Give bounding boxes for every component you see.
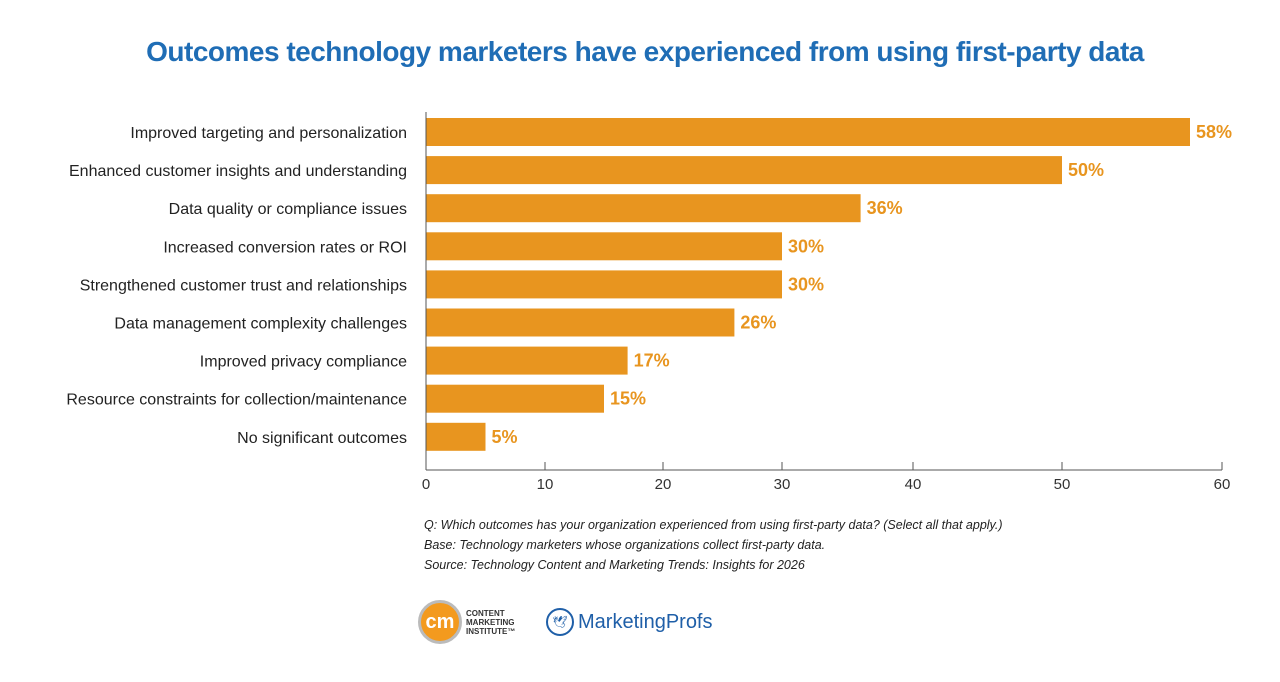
cmi-logo: cm CONTENT MARKETING INSTITUTE™: [418, 600, 526, 644]
data-label: 36%: [867, 198, 903, 218]
data-label: 50%: [1068, 160, 1104, 180]
bar: [426, 346, 628, 375]
bar: [426, 118, 1190, 146]
cmi-logo-text: CONTENT MARKETING INSTITUTE™: [466, 608, 516, 636]
x-tick-label: 60: [1214, 476, 1231, 493]
data-label: 15%: [610, 389, 646, 409]
category-label: Enhanced customer insights and understan…: [69, 163, 407, 180]
category-label: Data management complexity challenges: [114, 316, 407, 333]
x-tick-label: 20: [655, 476, 672, 493]
data-label: 30%: [788, 274, 824, 294]
bar: [426, 384, 604, 413]
bar: [426, 232, 782, 261]
category-label: Strengthened customer trust and relation…: [80, 277, 407, 294]
category-label: Data quality or compliance issues: [169, 201, 407, 218]
chart-title: Outcomes technology marketers have exper…: [146, 36, 1144, 67]
category-label: No significant outcomes: [237, 430, 407, 447]
marketingprofs-logo: 🕊 MarketingProfs: [546, 608, 713, 636]
category-label: Improved privacy compliance: [200, 354, 407, 371]
marketingprofs-logo-text: MarketingProfs: [578, 610, 713, 633]
footnotes: Q: Which outcomes has your organization …: [424, 515, 1003, 575]
source-note: Source: Technology Content and Marketing…: [424, 558, 805, 572]
x-tick-label: 50: [1054, 476, 1071, 493]
base-note: Base: Technology marketers whose organiz…: [424, 538, 826, 552]
bar: [426, 194, 861, 223]
bar: [426, 156, 1062, 185]
logos: cm CONTENT MARKETING INSTITUTE™ 🕊 Market…: [418, 600, 713, 644]
category-label: Resource constraints for collection/main…: [66, 392, 407, 409]
x-tick-label: 10: [537, 476, 554, 493]
x-tick-label: 40: [905, 476, 922, 493]
data-label: 5%: [492, 427, 518, 447]
data-label: 17%: [634, 351, 670, 371]
data-label: 30%: [788, 236, 824, 256]
bird-icon: 🕊: [546, 608, 574, 636]
bar: [426, 308, 735, 337]
category-label: Improved targeting and personalization: [130, 125, 407, 142]
x-tick-label: 30: [774, 476, 791, 493]
cmi-logo-icon: cm: [418, 600, 462, 644]
category-label: Increased conversion rates or ROI: [163, 239, 407, 256]
x-tick-label: 0: [422, 476, 430, 493]
data-label: 26%: [740, 313, 776, 333]
question-note: Q: Which outcomes has your organization …: [424, 518, 1003, 532]
data-label: 58%: [1196, 122, 1232, 142]
bar: [426, 270, 782, 299]
bar: [426, 422, 486, 451]
